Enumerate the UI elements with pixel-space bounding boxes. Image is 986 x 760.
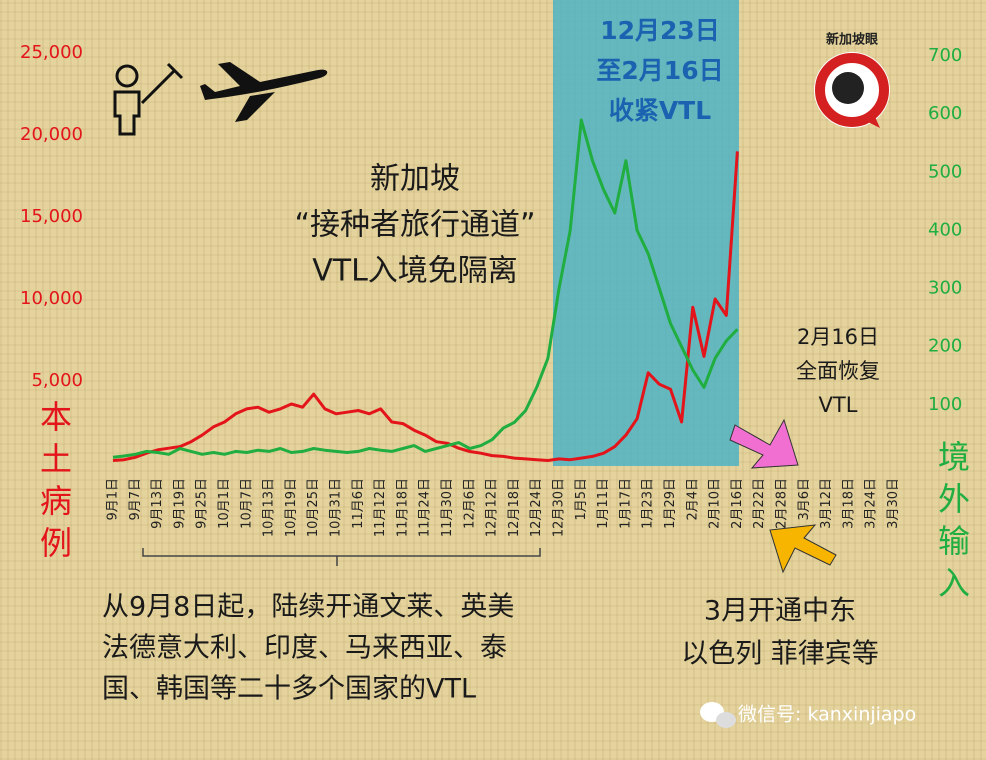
logo-text: 新加坡眼 (826, 32, 879, 48)
highlight-period (553, 0, 739, 466)
x-tick-label: 11月24日 (418, 478, 433, 537)
x-tick-label: 2月22日 (752, 478, 767, 529)
annotation: VTL (819, 393, 858, 417)
x-tick-label: 3月12日 (819, 478, 834, 529)
annotation: 全面恢复 (796, 359, 880, 383)
x-tick-label: 1月23日 (641, 478, 656, 529)
x-tick-label: 12月6日 (462, 478, 477, 529)
x-tick-label: 10月13日 (262, 478, 277, 537)
y-tick-label: 10,000 (20, 288, 83, 309)
vaccine-icon (113, 62, 184, 136)
x-tick-label: 9月7日 (128, 478, 143, 521)
x-tick-label: 9月19日 (172, 478, 187, 529)
y-tick-label: 25,000 (20, 42, 83, 63)
y2-tick-label: 500 (928, 161, 962, 182)
annotation: VTL入境免隔离 (312, 254, 518, 289)
annotation: 法德意大利、印度、马来西亚、泰 (102, 633, 507, 664)
x-tick-label: 2月28日 (775, 478, 790, 529)
y2-tick-label: 400 (928, 219, 962, 240)
x-tick-label: 2月10日 (708, 478, 723, 529)
y-tick-label: 15,000 (20, 206, 83, 227)
x-tick-label: 10月25日 (306, 478, 321, 537)
x-tick-label: 9月13日 (150, 478, 165, 529)
data-line (112, 118, 739, 459)
x-tick-label: 10月31日 (329, 478, 344, 537)
annotation: 12月23日 (600, 16, 720, 45)
x-tick-label: 3月24日 (864, 478, 879, 529)
y-tick-label: 20,000 (20, 124, 83, 145)
x-tick-label: 11月18日 (395, 478, 410, 537)
arrow-orange (769, 524, 837, 574)
y-axis-title: 本土病例 (35, 400, 73, 568)
annotation: 至2月16日 (596, 56, 723, 85)
x-tick-label: 10月19日 (284, 478, 299, 537)
y2-tick-label: 700 (928, 45, 962, 66)
x-tick-label: 1月5日 (574, 478, 589, 521)
annotation: 从9月8日起，陆续开通文莱、英美 (102, 592, 514, 623)
watermark: 微信号: kanxinjiapo (738, 704, 916, 726)
y2-tick-label: 600 (928, 103, 962, 124)
y2-axis-title: 境外输入 (933, 440, 971, 608)
y-tick-label: 5,000 (31, 370, 83, 391)
data-line (112, 151, 739, 462)
x-tick-label: 12月30日 (552, 478, 567, 537)
x-tick-label: 1月29日 (663, 478, 678, 529)
x-tick-label: 10月1日 (217, 478, 232, 529)
annotation: 2月16日 (797, 325, 879, 349)
x-tick-label: 3月18日 (841, 478, 856, 529)
y2-tick-label: 100 (928, 394, 962, 415)
x-tick-label: 3月6日 (797, 478, 812, 521)
arrow-pink (729, 418, 799, 469)
x-tick-label: 2月4日 (685, 478, 700, 521)
x-tick-label: 10月7日 (239, 478, 254, 529)
bracket (142, 548, 541, 566)
annotation: 收紧VTL (609, 96, 711, 125)
logo-icon (814, 52, 890, 128)
annotation: 新加坡 (370, 162, 460, 197)
x-tick-label: 3月30日 (886, 478, 901, 529)
x-tick-label: 12月24日 (529, 478, 544, 537)
y2-tick-label: 200 (928, 336, 962, 357)
x-tick-label: 11月6日 (351, 478, 366, 529)
x-tick-label: 12月18日 (507, 478, 522, 537)
x-tick-label: 11月30日 (440, 478, 455, 537)
x-tick-label: 2月16日 (730, 478, 745, 529)
x-tick-label: 11月12日 (373, 478, 388, 537)
y2-tick-label: 300 (928, 278, 962, 299)
x-tick-label: 12月12日 (485, 478, 500, 537)
wechat-icon (700, 702, 736, 728)
annotation: 以色列 菲律宾等 (681, 639, 879, 670)
x-tick-label: 1月11日 (596, 478, 611, 529)
x-tick-label: 1月17日 (618, 478, 633, 529)
plane-icon (200, 62, 328, 122)
annotation: 3月开通中东 (704, 596, 856, 627)
x-tick-label: 9月1日 (106, 478, 121, 521)
annotation: 国、韩国等二十多个国家的VTL (102, 674, 476, 705)
x-tick-label: 9月25日 (195, 478, 210, 529)
annotation: “接种者旅行通道” (294, 208, 535, 243)
